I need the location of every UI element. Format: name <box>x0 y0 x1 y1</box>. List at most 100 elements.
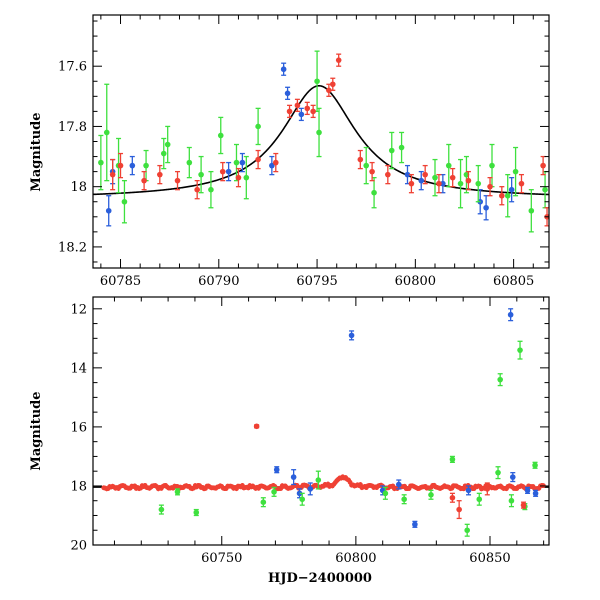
x-tick-label: 60785 <box>100 274 141 289</box>
bottom-frame <box>92 296 550 546</box>
data-point <box>507 311 514 318</box>
bottom-baseline-points <box>101 474 546 492</box>
bottom-axes: 60750 60800 60850 12 14 16 18 20 <box>70 296 550 566</box>
data-point <box>225 168 232 175</box>
data-point <box>476 496 483 503</box>
bottom-series-0 <box>273 308 539 528</box>
data-point <box>294 102 301 109</box>
data-point <box>495 469 501 476</box>
data-point <box>457 180 464 187</box>
data-point <box>273 466 280 473</box>
data-point <box>487 183 493 190</box>
data-point <box>186 159 193 166</box>
x-tick-label: 60850 <box>469 551 510 566</box>
data-point <box>290 474 297 480</box>
data-point <box>316 129 322 136</box>
data-point <box>296 490 303 497</box>
x-tick-label: 60800 <box>335 551 376 566</box>
top-panel: 60785 60790 60795 60800 6080517.617.81818.2 … <box>29 14 550 289</box>
data-point <box>219 168 226 175</box>
y-tick-label: 18 <box>70 180 87 195</box>
data-point <box>483 204 489 211</box>
data-point <box>329 81 336 88</box>
data-point <box>310 108 316 115</box>
data-point <box>307 486 314 492</box>
y-tick-label: 18.2 <box>58 240 87 255</box>
data-point <box>298 111 305 118</box>
data-point <box>422 171 428 178</box>
data-point <box>193 509 200 516</box>
y-tick-label: 17.6 <box>58 60 87 75</box>
data-point <box>198 171 204 178</box>
data-point <box>255 123 261 130</box>
data-point <box>449 456 456 463</box>
bottom-series-2 <box>253 423 527 520</box>
data-point <box>428 492 434 498</box>
data-point <box>542 186 548 193</box>
data-point <box>475 180 482 187</box>
data-point <box>335 57 342 63</box>
data-point <box>432 174 438 181</box>
data-point <box>109 171 116 178</box>
x-tick-label: 60800 <box>395 274 436 289</box>
data-point <box>508 186 515 193</box>
data-point <box>445 162 452 169</box>
data-point <box>363 162 370 169</box>
data-point <box>217 132 224 139</box>
data-point <box>117 162 124 169</box>
data-point <box>208 186 214 193</box>
bottom-y-axis-label: Magnitude <box>29 391 44 470</box>
data-point <box>98 159 104 166</box>
data-point <box>160 150 167 157</box>
data-point <box>517 347 523 353</box>
data-point <box>174 177 181 184</box>
top-series-2 <box>109 53 549 227</box>
data-point <box>284 90 291 97</box>
top-data-layer <box>93 50 549 233</box>
data-point <box>235 174 242 181</box>
y-tick-label: 17.8 <box>58 120 87 135</box>
data-point <box>304 105 311 112</box>
data-point <box>520 502 527 508</box>
data-point <box>408 180 415 187</box>
data-point <box>449 174 456 181</box>
data-point <box>233 159 240 166</box>
x-tick-label: 60790 <box>198 274 239 289</box>
data-point <box>269 162 275 169</box>
data-point <box>418 177 425 184</box>
data-point <box>103 129 110 136</box>
bottom-panel: 60750 60800 60850 12 14 16 18 20 Magnitude HJD−… <box>29 296 550 586</box>
data-point <box>382 490 389 497</box>
data-point <box>253 423 260 430</box>
data-point <box>315 477 322 483</box>
data-point <box>348 332 355 339</box>
data-point <box>385 171 391 178</box>
top-frame <box>92 14 550 269</box>
data-point <box>157 171 163 178</box>
bottom-series-1 <box>158 340 538 537</box>
data-point <box>129 162 136 169</box>
data-point <box>499 192 505 199</box>
data-point <box>464 527 470 534</box>
data-point <box>456 506 462 513</box>
data-point <box>512 168 519 175</box>
data-point <box>440 180 446 187</box>
data-point <box>508 497 515 504</box>
data-point <box>174 489 181 495</box>
data-point <box>255 156 261 163</box>
data-point <box>524 487 531 494</box>
data-point <box>158 506 165 513</box>
y-tick-label: 14 <box>70 361 87 376</box>
y-tick-label: 12 <box>70 302 87 317</box>
data-point <box>465 177 472 184</box>
top-y-axis-label: Magnitude <box>29 112 44 191</box>
bottom-plot-area <box>93 308 549 537</box>
data-point <box>518 180 525 187</box>
data-point <box>239 159 246 166</box>
data-point <box>398 144 405 151</box>
data-point <box>401 496 407 503</box>
x-tick-label: 60795 <box>296 274 337 289</box>
data-point <box>280 66 287 73</box>
data-point <box>194 186 200 193</box>
